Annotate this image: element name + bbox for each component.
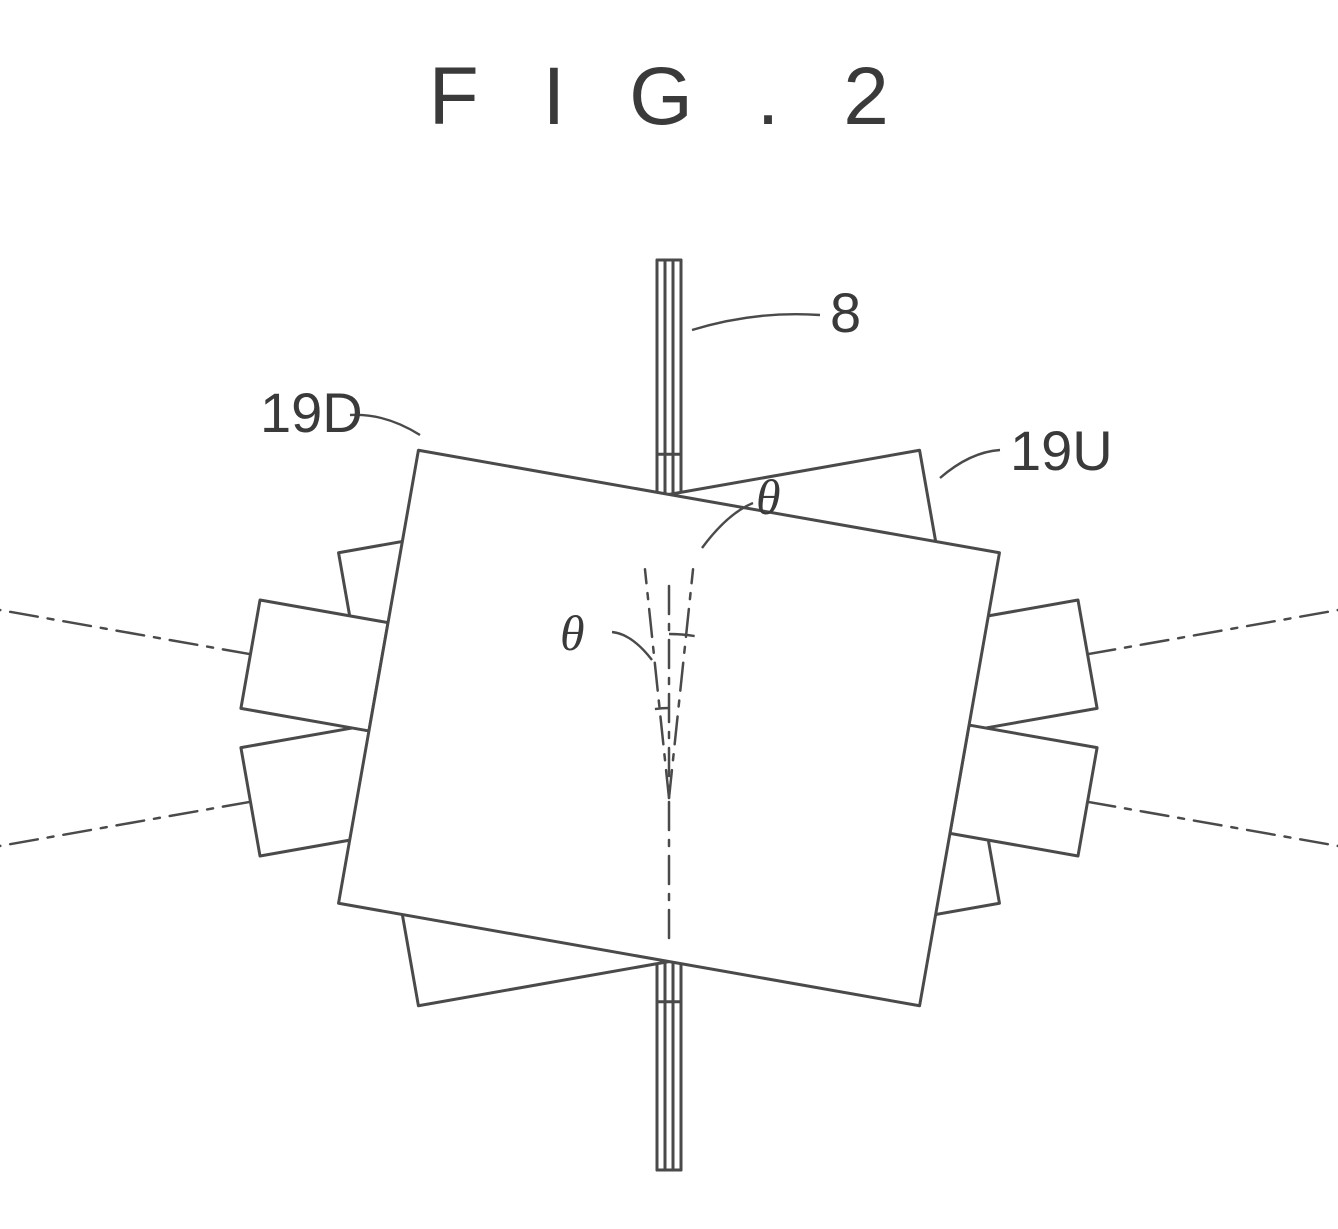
label-theta-upper: θ bbox=[756, 468, 781, 526]
label-theta-lower: θ bbox=[560, 604, 585, 662]
diagram-svg bbox=[0, 0, 1338, 1229]
label-ref-8: 8 bbox=[830, 280, 861, 345]
label-ref-19u: 19U bbox=[1010, 418, 1113, 483]
label-ref-19d: 19D bbox=[260, 380, 363, 445]
